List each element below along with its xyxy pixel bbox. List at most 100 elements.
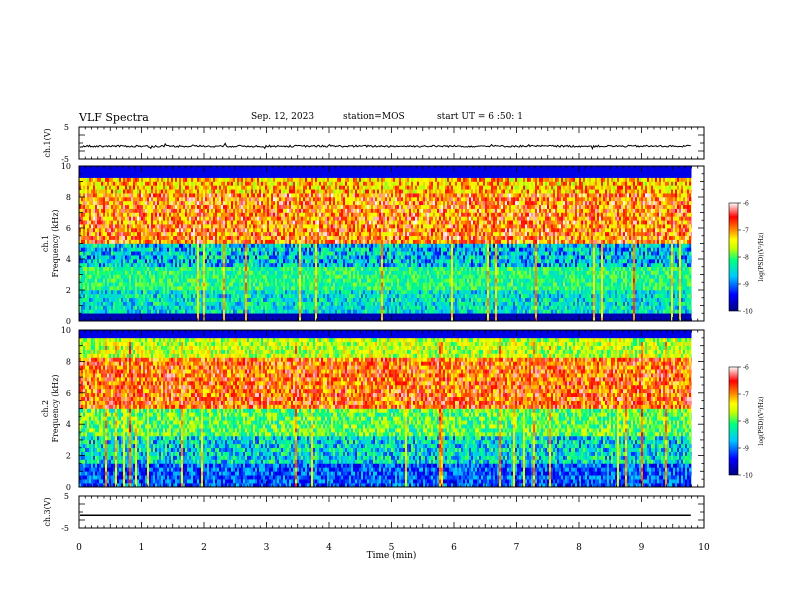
spectrogram-cell (241, 247, 243, 252)
spectrogram-cell (297, 282, 299, 287)
spectrogram-cell (301, 166, 303, 171)
spectrogram-cell (231, 169, 233, 175)
spectrogram-cell (175, 317, 177, 322)
spectrogram-cell (167, 274, 169, 279)
spectrogram-cell (211, 317, 213, 322)
spectrogram-cell (123, 313, 125, 318)
spectrogram-cell (233, 305, 235, 310)
spectrogram-cell (231, 231, 233, 237)
spectrogram-cell (303, 231, 305, 237)
spectrogram-cell (213, 251, 215, 256)
spectrogram-cell (255, 293, 257, 299)
spectrogram-cell (173, 251, 175, 256)
spectrogram-cell (219, 297, 221, 302)
spectrogram-cell (123, 251, 125, 256)
spectrogram-cell (213, 301, 215, 306)
spectrogram-cell (111, 220, 113, 225)
spectrogram-cell (207, 166, 209, 171)
spectrogram-cell (239, 274, 241, 279)
spectrogram-cell (137, 293, 139, 299)
spectrogram-cell (297, 251, 299, 256)
spectrogram-cell (243, 247, 245, 252)
spectrogram-cell (179, 259, 181, 264)
spectrogram-cell (89, 208, 91, 213)
spectrogram-cell (89, 293, 91, 299)
spectrogram-cell (81, 286, 83, 291)
spectrogram-cell (223, 270, 225, 275)
spectrogram-cell (291, 317, 293, 322)
spectrogram-cell (241, 166, 243, 171)
spectrogram-cell (105, 247, 107, 252)
spectrogram-cell (193, 197, 195, 202)
spectrogram-cell (235, 274, 237, 279)
spectrogram-cell (221, 193, 223, 198)
spectrogram-cell (175, 278, 177, 283)
spectrogram-cell (273, 255, 275, 260)
spectrogram-cell (185, 251, 187, 256)
spectrogram-cell (121, 278, 123, 283)
spectrogram-cell (85, 286, 87, 291)
spectrogram-cell (289, 224, 291, 229)
spectrogram-cell (241, 200, 243, 206)
spectrogram-cell (193, 286, 195, 291)
spectrogram-cell (261, 293, 263, 299)
spectrogram-cell (211, 293, 213, 299)
spectrogram-cell (255, 193, 257, 198)
spectrogram-cell (105, 293, 107, 299)
spectrogram-cell (315, 286, 317, 291)
spectrogram-cell (325, 200, 327, 206)
spectrogram-cell (85, 247, 87, 252)
spectrogram-cell (191, 282, 193, 287)
spectrogram-cell (129, 313, 131, 318)
spectrogram-cell (309, 293, 311, 299)
spectrogram-cell (303, 259, 305, 264)
spectrogram-cell (89, 309, 91, 314)
date-label: Sep. 12, 2023 (251, 112, 314, 122)
spectrogram-cell (223, 266, 225, 271)
spectrogram-cell (295, 239, 297, 244)
spectrogram-cell (231, 247, 233, 252)
spectrogram-cell (271, 208, 273, 213)
spectrogram-cell (199, 301, 201, 306)
spectrogram-cell (189, 177, 191, 182)
spectrogram-cell (213, 228, 215, 233)
spectrogram-cell (297, 235, 299, 240)
spectrogram-cell (169, 247, 171, 252)
spectrogram-cell (163, 243, 165, 248)
spectrogram-cell (215, 305, 217, 310)
spectrogram-cell (111, 173, 113, 178)
spectrogram-cell (289, 282, 291, 287)
spectrogram-cell (117, 189, 119, 194)
spectrogram-cell (317, 224, 319, 229)
spectrogram-cell (173, 290, 175, 295)
spectrogram-cell (115, 266, 117, 271)
spectrogram-cell (185, 193, 187, 198)
spectrogram-cell (95, 185, 97, 190)
spectrogram-cell (325, 177, 327, 182)
spectrogram-cell (185, 231, 187, 237)
spectrogram-cell (119, 317, 121, 322)
spectrogram-cell (87, 239, 89, 244)
spectrogram-cell (227, 313, 229, 318)
spectrogram-cell (199, 259, 201, 264)
spectrogram-cell (159, 309, 161, 314)
spectrogram-cell (103, 278, 105, 283)
spectrogram-cell (113, 212, 115, 217)
spectrogram-cell (91, 169, 93, 175)
spectrogram-cell (233, 262, 235, 268)
spectrogram-cell (185, 255, 187, 260)
spectrogram-cell (127, 208, 129, 213)
spectrogram-cell (297, 212, 299, 217)
spectrogram-cell (239, 231, 241, 237)
spectrogram-cell (177, 185, 179, 190)
spectrogram-cell (181, 181, 183, 186)
spectrogram-cell (221, 243, 223, 248)
spectrogram-cell (211, 189, 213, 194)
spectrogram-cell (179, 212, 181, 217)
spectrogram-cell (113, 189, 115, 194)
spectrogram-cell (137, 231, 139, 237)
spectrogram-cell (215, 239, 217, 244)
spectrogram-cell (177, 313, 179, 318)
spectrogram-cell (215, 259, 217, 264)
spectrogram-cell (129, 169, 131, 175)
